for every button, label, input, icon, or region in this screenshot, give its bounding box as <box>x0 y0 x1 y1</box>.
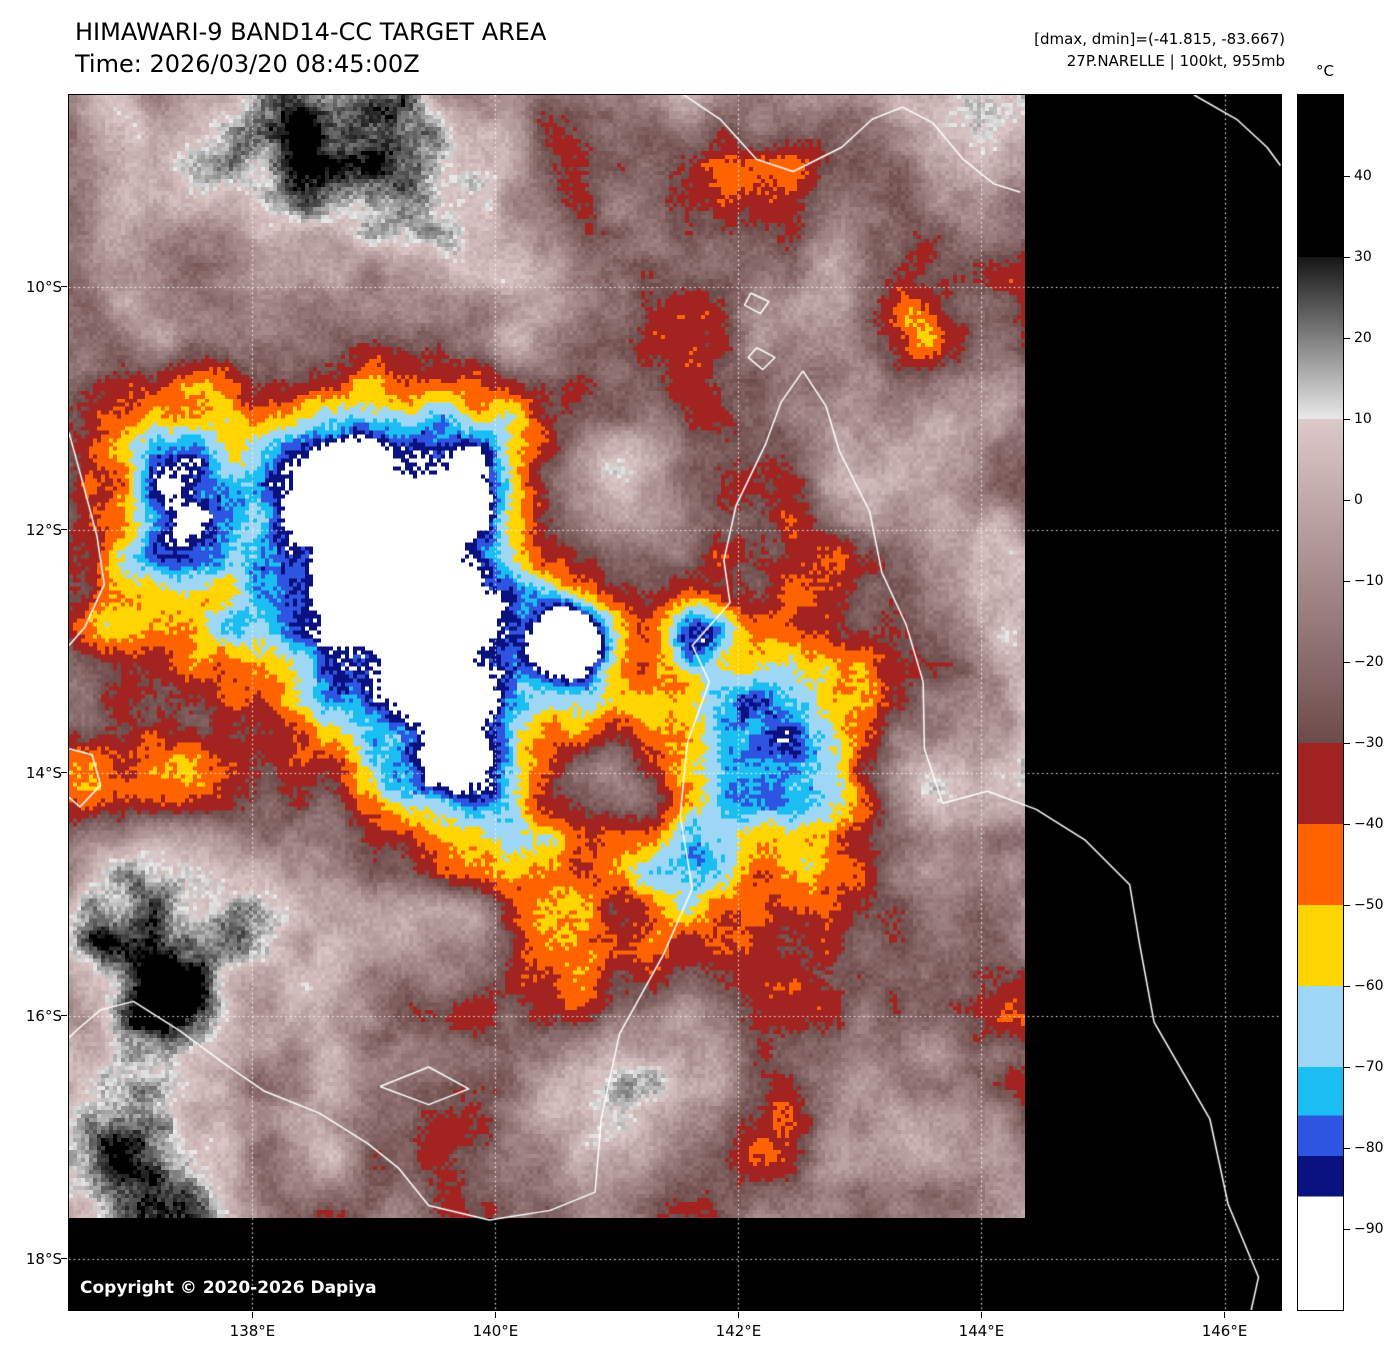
colorbar-tick-label: 40 <box>1354 168 1372 184</box>
colorbar-tick <box>1344 1066 1350 1068</box>
colorbar-tick <box>1344 256 1350 258</box>
x-axis-tick <box>980 1312 982 1318</box>
colorbar-tick-label: −30 <box>1354 735 1384 751</box>
y-axis-tick <box>61 1015 67 1017</box>
copyright-watermark: Copyright © 2020-2026 Dapiya <box>80 1278 377 1298</box>
colorbar-tick-label: −40 <box>1354 816 1384 832</box>
colorbar-tick-label: 20 <box>1354 330 1372 346</box>
x-axis-tick-label: 142°E <box>715 1322 762 1340</box>
y-axis-tick <box>61 1258 67 1260</box>
gridlines-coastlines-overlay <box>69 95 1281 1310</box>
x-axis-tick-label: 146°E <box>1201 1322 1248 1340</box>
colorbar-tick <box>1344 337 1350 339</box>
y-axis-tick-label: 18°S <box>25 1249 62 1268</box>
colorbar-tick <box>1344 499 1350 501</box>
colorbar-tick <box>1344 175 1350 177</box>
colorbar-tick-label: 0 <box>1354 492 1363 508</box>
colorbar-gradient <box>1298 95 1343 1310</box>
colorbar-tick-label: −70 <box>1354 1059 1384 1075</box>
colorbar-tick-label: 10 <box>1354 411 1372 427</box>
dmax-dmin-readout: [dmax, dmin]=(-41.815, -83.667) <box>1034 30 1285 48</box>
x-axis-tick <box>251 1312 253 1318</box>
y-axis-tick <box>61 529 67 531</box>
y-axis-tick-label: 16°S <box>25 1006 62 1025</box>
colorbar-tick <box>1344 742 1350 744</box>
colorbar-tick-label: −20 <box>1354 654 1384 670</box>
y-axis-tick-label: 12°S <box>25 520 62 539</box>
x-axis-tick <box>1224 1312 1225 1318</box>
colorbar <box>1297 94 1344 1311</box>
map-plot-area: Copyright © 2020-2026 Dapiya <box>68 94 1282 1311</box>
colorbar-tick <box>1344 418 1350 420</box>
colorbar-tick-label: −80 <box>1354 1140 1384 1156</box>
colorbar-tick-label: −60 <box>1354 978 1384 994</box>
colorbar-tick <box>1344 580 1350 582</box>
header-right-info: [dmax, dmin]=(-41.815, -83.667) 27P.NARE… <box>1034 28 1285 72</box>
colorbar-tick-label: 30 <box>1354 249 1372 265</box>
storm-info: 27P.NARELLE | 100kt, 955mb <box>1066 52 1285 70</box>
y-axis-tick-label: 10°S <box>25 277 62 296</box>
colorbar-tick <box>1344 823 1350 825</box>
y-axis-tick <box>61 772 67 774</box>
x-axis-tick <box>737 1312 739 1318</box>
colorbar-tick <box>1344 904 1350 906</box>
colorbar-unit-label: °C <box>1316 62 1334 80</box>
colorbar-tick <box>1344 1228 1350 1230</box>
x-axis-tick-label: 140°E <box>472 1322 519 1340</box>
y-axis-tick-label: 14°S <box>25 763 62 782</box>
colorbar-tick <box>1344 661 1350 663</box>
timestamp: Time: 2026/03/20 08:45:00Z <box>75 50 420 78</box>
x-axis-tick <box>494 1312 496 1318</box>
colorbar-tick-label: −10 <box>1354 573 1384 589</box>
x-axis-tick-label: 138°E <box>229 1322 276 1340</box>
x-axis-tick-label: 144°E <box>958 1322 1005 1340</box>
y-axis-tick <box>61 286 67 288</box>
colorbar-tick-label: −90 <box>1354 1221 1384 1237</box>
colorbar-tick <box>1344 1147 1350 1149</box>
page-title: HIMAWARI-9 BAND14-CC TARGET AREA <box>75 18 547 46</box>
colorbar-tick-label: −50 <box>1354 897 1384 913</box>
colorbar-tick <box>1344 985 1350 987</box>
